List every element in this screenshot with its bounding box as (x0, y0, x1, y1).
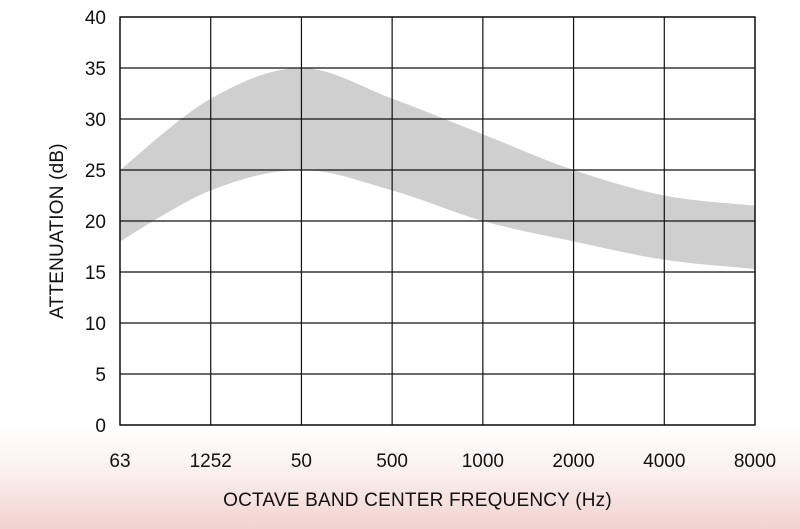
grid-layer (119, 16, 756, 426)
y-tick-label: 15 (85, 263, 106, 284)
y-tick-label: 25 (85, 161, 106, 182)
x-axis-title: OCTAVE BAND CENTER FREQUENCY (Hz) (223, 490, 612, 511)
x-tick-label: 63 (109, 451, 130, 472)
y-axis-tick-labels: 0 5 10 15 20 25 30 35 40 (85, 8, 106, 437)
y-tick-label: 5 (95, 365, 106, 386)
y-tick-label: 40 (85, 8, 106, 29)
y-tick-label: 10 (85, 314, 106, 335)
plot-frame (119, 16, 756, 426)
x-tick-label: 8000 (734, 451, 776, 472)
x-tick-label: 2000 (552, 451, 594, 472)
y-tick-label: 30 (85, 110, 106, 131)
x-tick-label: 1252 (190, 451, 232, 472)
x-axis-tick-labels: 63 1252 50 500 1000 2000 4000 8000 (109, 451, 776, 472)
x-tick-label: 4000 (643, 451, 685, 472)
attenuation-range-band-layer (120, 68, 755, 269)
attenuation-range-band (120, 68, 755, 269)
y-axis-title: ATTENUATION (dB) (47, 143, 68, 319)
y-tick-label: 0 (95, 416, 106, 437)
x-tick-label: 1000 (462, 451, 504, 472)
x-tick-label: 500 (376, 451, 408, 472)
y-tick-label: 20 (85, 212, 106, 233)
x-tick-label: 50 (291, 451, 312, 472)
y-tick-label: 35 (85, 59, 106, 80)
